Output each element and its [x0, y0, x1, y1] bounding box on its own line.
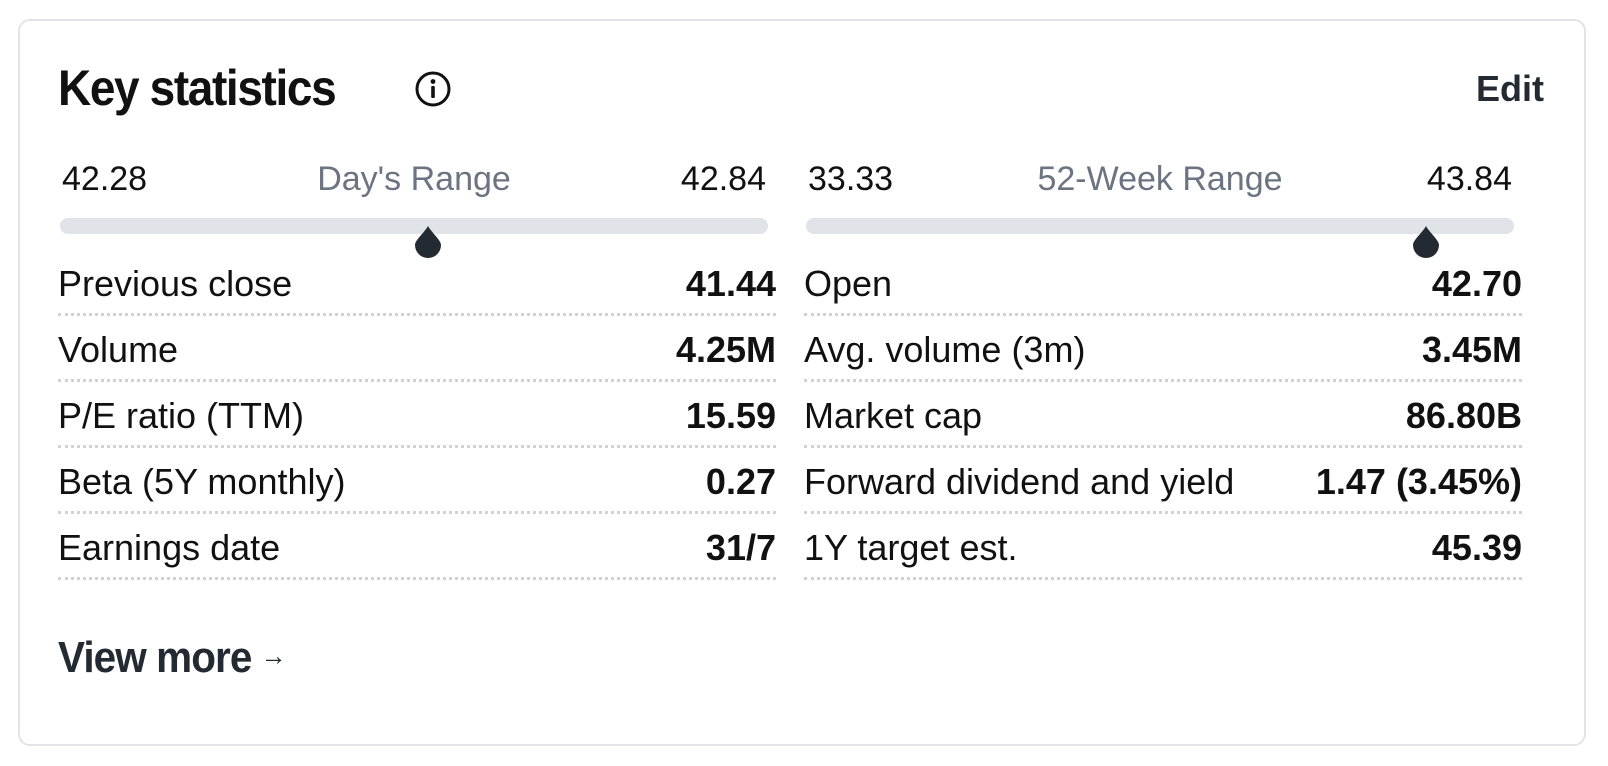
stat-label: Market cap — [804, 395, 983, 436]
stats-column-right: Open 42.70 Avg. volume (3m) 3.45M Market… — [804, 250, 1522, 580]
stat-label: Previous close — [58, 263, 293, 304]
stat-row-1y-target: 1Y target est. 45.39 — [804, 514, 1522, 580]
stat-value: 0.27 — [705, 461, 776, 502]
stat-label: Volume — [58, 329, 179, 370]
stat-row-market-cap: Market cap 86.80B — [804, 382, 1522, 448]
stat-row-avg-volume: Avg. volume (3m) 3.45M — [804, 316, 1522, 382]
stat-row-previous-close: Previous close 41.44 — [58, 250, 776, 316]
stat-value: 3.45M — [1421, 329, 1522, 370]
view-more-label: View more — [58, 633, 252, 682]
days-range-marker-icon — [415, 226, 442, 258]
stat-value: 4.25M — [675, 329, 776, 370]
52-week-range-track — [806, 218, 1514, 234]
stat-label: Open — [804, 263, 893, 304]
stat-row-forward-dividend: Forward dividend and yield 1.47 (3.45%) — [804, 448, 1522, 514]
stat-value: 86.80B — [1405, 395, 1522, 436]
stats-column-left: Previous close 41.44 Volume 4.25M P/E ra… — [58, 250, 776, 580]
stat-value: 45.39 — [1431, 527, 1522, 568]
stat-row-pe-ratio: P/E ratio (TTM) 15.59 — [58, 382, 776, 448]
stat-label: Earnings date — [58, 527, 281, 568]
stat-row-open: Open 42.70 — [804, 250, 1522, 316]
stat-value: 31/7 — [705, 527, 776, 568]
edit-button[interactable]: Edit — [1476, 68, 1544, 109]
days-range-track — [60, 218, 768, 234]
stat-value: 41.44 — [685, 263, 776, 304]
stat-row-earnings-date: Earnings date 31/7 — [58, 514, 776, 580]
view-more-link[interactable]: View more → — [58, 630, 286, 688]
info-icon[interactable] — [414, 70, 452, 108]
stat-value: 1.47 (3.45%) — [1315, 461, 1522, 502]
stat-label: Avg. volume (3m) — [804, 329, 1086, 370]
52-week-range-marker-icon — [1412, 226, 1439, 258]
stat-label: Beta (5Y monthly) — [58, 461, 346, 502]
52-week-range-high: 43.84 — [1426, 160, 1512, 198]
days-range-low: 42.28 — [62, 160, 148, 198]
stat-value: 42.70 — [1431, 263, 1522, 304]
stat-label: 1Y target est. — [804, 527, 1018, 568]
key-statistics-card — [18, 19, 1586, 746]
stat-value: 15.59 — [685, 395, 776, 436]
stat-row-beta: Beta (5Y monthly) 0.27 — [58, 448, 776, 514]
stat-row-volume: Volume 4.25M — [58, 316, 776, 382]
days-range: 42.28 Day's Range 42.84 — [60, 152, 768, 258]
days-range-label: Day's Range — [317, 160, 511, 198]
52-week-range-low: 33.33 — [808, 160, 894, 198]
52-week-range: 33.33 52-Week Range 43.84 — [806, 152, 1514, 258]
page-title: Key statistics — [58, 60, 337, 116]
days-range-high: 42.84 — [680, 160, 766, 198]
stat-label: Forward dividend and yield — [804, 461, 1235, 502]
arrow-right-icon: → — [260, 640, 287, 672]
52-week-range-label: 52-Week Range — [1037, 160, 1283, 198]
stat-label: P/E ratio (TTM) — [58, 395, 305, 436]
